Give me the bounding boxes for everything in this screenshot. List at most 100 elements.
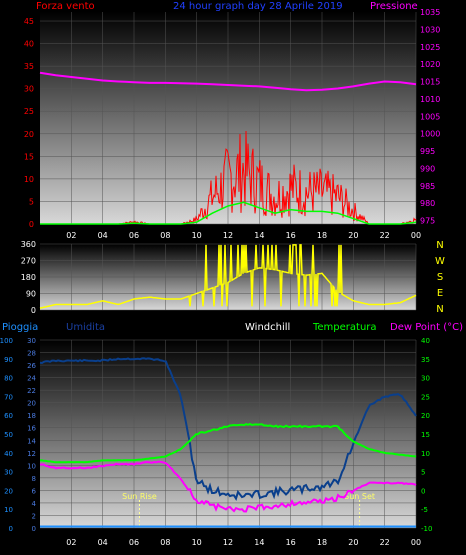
hour-tick: 06	[129, 231, 139, 240]
hour-tick: 10	[192, 538, 202, 547]
wind-axis-tick: 30	[24, 85, 34, 94]
pressure-title: Pressione	[370, 1, 418, 12]
hour-tick: 10	[192, 231, 202, 240]
humidity-axis-tick: 26	[27, 362, 36, 370]
windchill-title: Windchill	[245, 322, 290, 333]
direction-axis-tick: 90	[26, 290, 36, 299]
hour-tick: 22	[380, 231, 390, 240]
rain-title: Pioggia	[2, 322, 38, 333]
compass-letter: S	[437, 272, 443, 283]
dewpoint-line	[39, 460, 417, 513]
temperature-axis-tick: 30	[421, 375, 430, 383]
sunrise-label: Sun Rise	[122, 492, 157, 501]
wind-axis-tick: 45	[24, 17, 34, 26]
pressure-line	[39, 71, 417, 92]
temperature-line	[40, 422, 417, 464]
humidity-axis-tick: 22	[27, 387, 36, 395]
temperature-axis-tick: 5	[421, 469, 425, 477]
rain-axis-tick: 100	[0, 337, 13, 345]
wind-axis-tick: 0	[29, 220, 34, 229]
pressure-axis-tick: 990	[420, 164, 435, 173]
rain-axis-tick: 60	[4, 412, 13, 420]
temperature-axis-tick: 25	[421, 393, 430, 401]
humidity-axis-tick: 4	[32, 500, 37, 508]
direction-axis-tick: 270	[21, 257, 36, 266]
hour-tick: 12	[223, 231, 233, 240]
temperature-axis-tick: 35	[421, 356, 430, 364]
wind-axis-tick: 10	[24, 175, 34, 184]
humidity-axis-tick: 30	[27, 337, 36, 345]
hour-tick: 20	[348, 538, 358, 547]
humidity-temperature-chart: 0102030405060708090100024681012141618202…	[0, 337, 432, 547]
humidity-axis-tick: 28	[27, 350, 36, 358]
pressure-axis-tick: 995	[420, 147, 435, 156]
temperature-title: Temperatura	[312, 322, 377, 333]
humidity-axis-tick: 16	[27, 425, 36, 433]
pressure-axis-tick: 1020	[420, 60, 440, 69]
humidity-axis-tick: 14	[27, 437, 36, 445]
pressure-axis-tick: 1035	[420, 8, 440, 17]
wind-axis-tick: 5	[29, 197, 34, 206]
hour-tick: 14	[254, 538, 264, 547]
temperature-axis-tick: -10	[421, 525, 432, 533]
humidity-axis-tick: 18	[27, 412, 36, 420]
hour-tick: 06	[129, 538, 139, 547]
hour-tick: 08	[160, 538, 170, 547]
pressure-axis-tick: 1000	[420, 130, 440, 139]
hour-tick: 00	[411, 231, 421, 240]
hour-tick: 18	[317, 538, 327, 547]
wind-average-line	[40, 201, 417, 225]
humidity-title: Umidita	[66, 322, 105, 333]
humidity-axis-tick: 2	[32, 512, 36, 520]
compass-letter: E	[437, 288, 443, 299]
direction-axis-tick: 180	[21, 273, 36, 282]
temperature-axis-tick: 10	[421, 450, 430, 458]
dewpoint-title: Dew Point (°C)	[390, 322, 463, 333]
pressure-axis-tick: 1030	[420, 25, 440, 34]
pressure-axis-tick: 1010	[420, 95, 440, 104]
humidity-axis-tick: 24	[27, 375, 36, 383]
hour-tick: 00	[411, 538, 421, 547]
hour-tick: 02	[66, 538, 76, 547]
hour-tick: 04	[98, 538, 108, 547]
humidity-axis-tick: 20	[27, 400, 36, 408]
compass-letter: N	[436, 304, 443, 315]
date-title: 24 hour graph day 28 Aprile 2019	[173, 1, 343, 12]
rain-axis-tick: 10	[4, 506, 13, 514]
hour-tick: 20	[348, 231, 358, 240]
wind-axis-tick: 15	[24, 152, 34, 161]
rain-axis-tick: 0	[9, 525, 13, 533]
wind-title: Forza vento	[36, 1, 95, 12]
hour-tick: 02	[66, 231, 76, 240]
wind-axis-tick: 40	[24, 40, 34, 49]
hour-tick: 22	[380, 538, 390, 547]
wind-direction-line	[39, 244, 417, 309]
sunset-label: Sun Set	[344, 492, 375, 501]
hour-tick: 04	[98, 231, 108, 240]
rain-axis-tick: 40	[4, 450, 13, 458]
temperature-axis-tick: 0	[421, 487, 425, 495]
hour-tick: 08	[160, 231, 170, 240]
pressure-axis-tick: 985	[420, 182, 435, 191]
humidity-axis-tick: 0	[32, 525, 36, 533]
humidity-axis-tick: 6	[32, 487, 37, 495]
rain-axis-tick: 50	[4, 431, 13, 439]
direction-axis-tick: 0	[31, 306, 36, 315]
rain-axis-tick: 70	[4, 393, 13, 401]
hour-tick: 16	[286, 231, 296, 240]
temperature-axis-tick: 15	[421, 431, 430, 439]
temperature-axis-tick: 20	[421, 412, 430, 420]
pressure-axis-tick: 1025	[420, 43, 440, 52]
rain-axis-tick: 80	[4, 375, 13, 383]
wind-axis-tick: 35	[24, 62, 34, 71]
rain-axis-tick: 90	[4, 356, 13, 364]
direction-axis-tick: 360	[21, 240, 36, 249]
wind-axis-tick: 20	[24, 130, 34, 139]
temperature-axis-tick: 40	[421, 337, 430, 345]
pressure-axis-tick: 980	[420, 199, 435, 208]
pressure-axis-tick: 1005	[420, 112, 440, 121]
pressure-axis-tick: 1015	[420, 78, 440, 87]
rain-axis-tick: 20	[4, 487, 13, 495]
